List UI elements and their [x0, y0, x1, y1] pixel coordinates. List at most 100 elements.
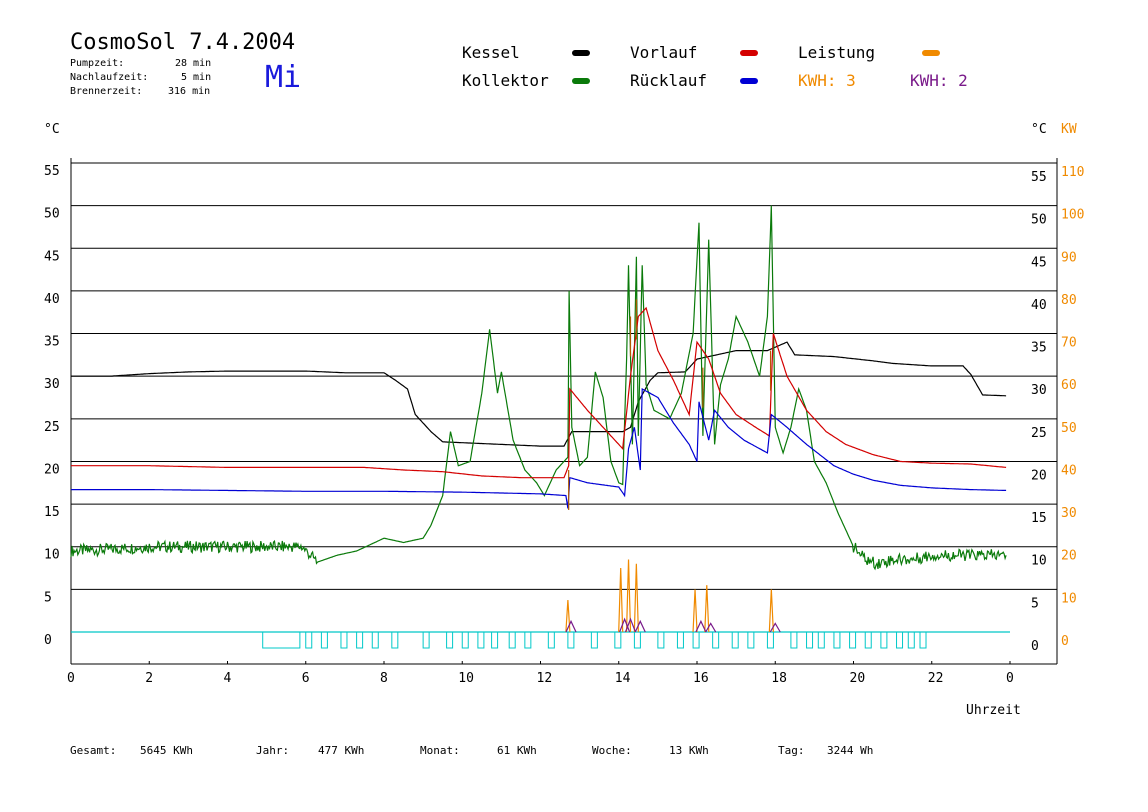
x-tick-label: 4: [224, 671, 232, 686]
y2-tick-label: 60: [1061, 378, 1077, 393]
footer-woche-label: Woche:: [592, 744, 632, 757]
y-tick-label-left: 40: [44, 292, 60, 307]
chart-title: CosmoSol 7.4.2004: [70, 30, 296, 55]
series-line-rücklauf: [71, 388, 1007, 509]
y-tick-label-left: 45: [44, 249, 60, 264]
pump-box: [633, 631, 641, 649]
kwh-bump: [769, 622, 781, 633]
kwh-bump: [634, 619, 646, 633]
legend-kwh-1: KWH: 3: [798, 71, 856, 90]
x-tick-label: 14: [615, 671, 631, 686]
legend-kessel: Kessel: [462, 43, 520, 62]
legend-ruecklauf-swatch: [740, 78, 758, 84]
pump-box: [833, 631, 841, 649]
y-tick-label-right: 45: [1031, 255, 1047, 270]
pump-box: [676, 631, 684, 649]
y2-tick-label: 70: [1061, 336, 1077, 351]
leistung-spike: [768, 589, 774, 633]
pump-box: [477, 631, 485, 649]
y2-tick-label: 0: [1061, 634, 1069, 649]
pump-box: [567, 631, 575, 649]
pump-box: [880, 631, 888, 649]
x-tick-label: 8: [380, 671, 388, 686]
legend-ruecklauf: Rücklauf: [630, 71, 708, 90]
pump-box: [391, 631, 399, 649]
nachlaufzeit-value: 5 min: [181, 72, 212, 83]
x-tick-label: 0: [67, 671, 75, 686]
y2-tick-label: 80: [1061, 293, 1077, 308]
y-tick-label-right: 30: [1031, 383, 1047, 398]
pump-box: [864, 631, 872, 649]
kwh-bump: [619, 617, 631, 633]
footer-monat-value: 61 KWh: [497, 744, 537, 757]
x-tick-label: 12: [537, 671, 553, 686]
pump-box: [766, 631, 774, 649]
kwh-bump: [705, 622, 717, 633]
y-tick-label-right: 15: [1031, 511, 1047, 526]
leistung-spike: [692, 589, 698, 633]
y-tick-label-left: 5: [44, 590, 52, 605]
brennerzeit-value: 316 min: [168, 86, 211, 97]
legend-kollektor-swatch: [572, 78, 590, 84]
footer-jahr-label: Jahr:: [256, 744, 290, 757]
series-line-kessel: [71, 341, 1007, 447]
x-tick-label: 0: [1006, 671, 1014, 686]
y-tick-label-left: 30: [44, 377, 60, 392]
pump-box: [731, 631, 739, 649]
pump-box: [790, 631, 798, 649]
y-tick-label-left: 25: [44, 420, 60, 435]
pump-box: [806, 631, 814, 649]
footer-tag-value: 3244 Wh: [827, 744, 874, 757]
series-line-vorlauf: [71, 306, 1007, 479]
pumpzeit-label: Pumpzeit:: [70, 58, 125, 69]
y2-tick-label: 100: [1061, 208, 1084, 223]
leistung-spike: [633, 563, 639, 633]
y2-tick-label: 10: [1061, 591, 1077, 606]
pump-box: [817, 631, 825, 649]
pump-box: [657, 631, 665, 649]
pump-box: [547, 631, 555, 649]
pump-box: [340, 631, 348, 649]
leistung-spike: [625, 559, 632, 633]
pumpzeit-value: 28 min: [175, 58, 212, 69]
pump-box: [356, 631, 364, 649]
leistung-spike: [704, 585, 710, 633]
y-axis-label-right: °C: [1031, 122, 1047, 137]
leistung-spike: [618, 568, 624, 633]
y-tick-label-left: 55: [44, 164, 60, 179]
pump-box: [907, 631, 915, 649]
legend-vorlauf: Vorlauf: [630, 43, 698, 62]
pump-box-long: [262, 631, 301, 649]
y2-axis-label: KW: [1061, 122, 1077, 137]
nachlaufzeit-label: Nachlaufzeit:: [70, 72, 149, 83]
y-tick-label-left: 10: [44, 548, 60, 563]
series-line-kollektor: [70, 205, 1007, 571]
pump-box: [461, 631, 469, 649]
y-tick-label-right: 40: [1031, 298, 1047, 313]
legend-kollektor: Kollektor: [462, 71, 549, 90]
x-tick-label: 16: [693, 671, 709, 686]
footer-gesamt-label: Gesamt:: [70, 744, 117, 757]
pump-box: [747, 631, 755, 649]
y-tick-label-left: 20: [44, 462, 60, 477]
pump-box: [491, 631, 499, 649]
y2-tick-label: 30: [1061, 506, 1077, 521]
y-tick-label-left: 0: [44, 633, 52, 648]
y-tick-label-left: 35: [44, 335, 60, 350]
y-tick-label-right: 25: [1031, 426, 1047, 441]
pump-box: [614, 631, 622, 649]
pump-box: [446, 631, 454, 649]
y-tick-label-right: 50: [1031, 213, 1047, 228]
y-axis-label-left: °C: [44, 122, 60, 137]
y-tick-label-right: 5: [1031, 596, 1039, 611]
legend-kwh-2: KWH: 2: [910, 71, 968, 90]
footer-tag-label: Tag:: [778, 744, 805, 757]
weekday-label: Mi: [265, 60, 302, 95]
y-tick-label-right: 10: [1031, 554, 1047, 569]
brennerzeit-label: Brennerzeit:: [70, 86, 143, 97]
footer-monat-label: Monat:: [420, 744, 460, 757]
pump-box: [692, 631, 700, 649]
legend-vorlauf-swatch: [740, 50, 758, 56]
y-tick-label-right: 35: [1031, 341, 1047, 356]
y-tick-label-left: 15: [44, 505, 60, 520]
